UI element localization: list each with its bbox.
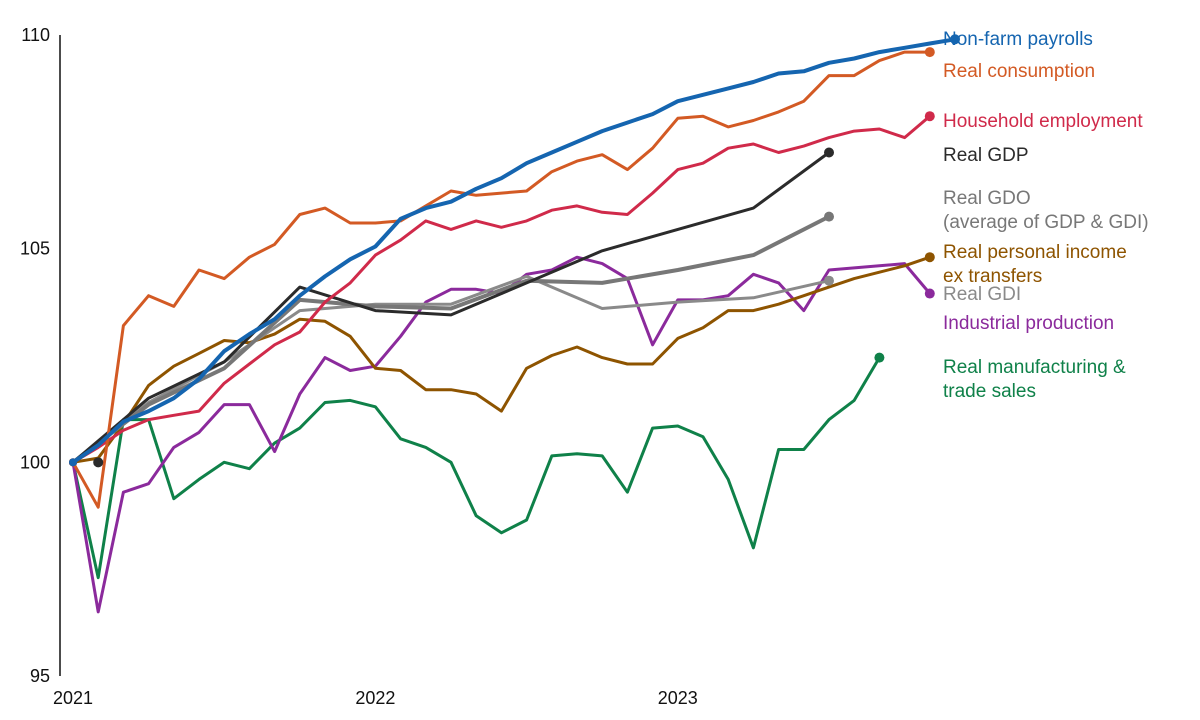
y-tick-label: 110 xyxy=(21,25,50,45)
series-line-real-income xyxy=(71,255,932,464)
series-line-household-employment xyxy=(71,114,932,464)
x-tick-label: 2021 xyxy=(53,688,93,708)
y-tick-label: 100 xyxy=(20,452,50,472)
series-end-marker-real-income xyxy=(924,252,935,263)
series-end-marker-real-gdi xyxy=(824,275,834,286)
series-end-marker-real-manufacturing xyxy=(874,352,885,363)
series-line-real-gdi xyxy=(71,274,831,464)
x-tick-label: 2022 xyxy=(355,688,395,708)
series-end-marker-real-consumption xyxy=(924,47,935,58)
series-end-marker-real-gdp xyxy=(824,147,834,158)
series-label-real-income: Real personal income ex transfers xyxy=(943,242,1127,287)
x-axis-ticks: 2021 2022 2023 xyxy=(53,688,698,708)
series-line-industrial-production xyxy=(71,255,932,614)
series-labels: Real manufacturing & trade sales Industria… xyxy=(943,29,1149,402)
y-axis-ticks: 95 100 105 110 xyxy=(20,25,50,686)
series-label-real-gdo: Real GDO (average of GDP & GDI) xyxy=(943,188,1149,233)
x-tick-label: 2023 xyxy=(658,688,698,708)
y-tick-label: 95 xyxy=(30,666,50,686)
series-line-real-consumption xyxy=(71,50,932,509)
series-label-real-consumption: Real consumption xyxy=(943,61,1095,82)
series-label-real-gdp: Real GDP xyxy=(943,145,1029,166)
series-end-marker-household-employment xyxy=(924,111,935,122)
series-label-nonfarm-payrolls: Non-farm payrolls xyxy=(943,29,1093,50)
series-line-real-gdp xyxy=(71,151,831,464)
series-end-marker-real-gdo xyxy=(824,211,834,222)
series-start-marker-nonfarm-payrolls xyxy=(69,458,77,467)
series-end-marker-nonfarm-payrolls xyxy=(950,34,960,45)
y-tick-label: 105 xyxy=(20,239,50,259)
series-lines xyxy=(69,34,960,614)
series-label-industrial-production: Industrial production xyxy=(943,313,1114,334)
series-line-nonfarm-payrolls xyxy=(71,37,957,465)
series-line-real-manufacturing xyxy=(71,356,881,580)
quarterly-start-marker xyxy=(93,457,104,468)
series-end-marker-industrial-production xyxy=(924,288,935,299)
series-label-real-manufacturing: Real manufacturing & trade sales xyxy=(943,357,1126,402)
series-label-household-employment: Household employment xyxy=(943,111,1143,132)
series-label-real-gdi: Real GDI xyxy=(943,284,1021,305)
series-line-real-gdo xyxy=(71,214,831,465)
